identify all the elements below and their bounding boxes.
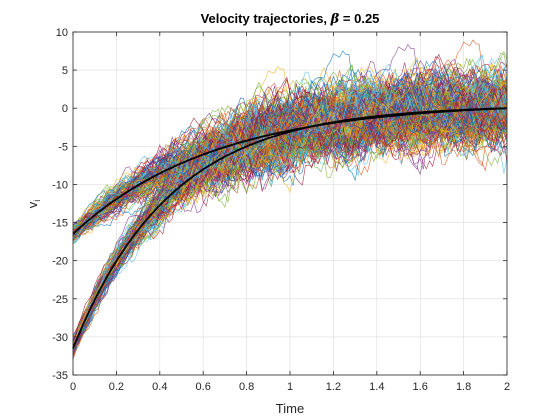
x-tick-label: 1 xyxy=(287,381,293,393)
x-tick-label: 0.8 xyxy=(239,381,254,393)
trajectory-line xyxy=(72,74,508,344)
y-axis-label-main: v xyxy=(25,201,40,208)
y-tick-label: -10 xyxy=(52,179,68,191)
trajectory-line xyxy=(72,80,508,349)
x-tick-label: 1.8 xyxy=(456,381,471,393)
x-tick-label: 1.6 xyxy=(413,381,428,393)
chart-title-prefix: Velocity trajectories, xyxy=(201,11,331,26)
y-tick-label: 0 xyxy=(62,103,68,115)
trajectory-line xyxy=(72,89,508,350)
chart-title-symbol: β xyxy=(330,12,340,27)
mean-lines xyxy=(72,107,508,349)
x-tick-label: 1.4 xyxy=(369,381,384,393)
y-axis-label-sub: i xyxy=(32,200,42,202)
y-tick-label: -15 xyxy=(52,218,68,230)
x-tick-label: 0.4 xyxy=(152,381,167,393)
x-tick-label: 0.6 xyxy=(196,381,211,393)
y-tick-label: 5 xyxy=(62,65,68,77)
trajectory-line xyxy=(72,81,508,350)
trajectory-line xyxy=(72,84,508,348)
chart-title: Velocity trajectories, β = 0.25 xyxy=(201,11,380,27)
x-axis: 0 0.2 0.4 0.6 0.8 1 1.2 1.4 1.6 1.8 2 xyxy=(70,32,510,393)
x-tick-label: 2 xyxy=(504,381,510,393)
y-tick-label: -25 xyxy=(52,294,68,306)
y-axis: -35 -30 -25 -20 -15 -10 -5 0 5 10 xyxy=(52,27,507,382)
trajectory-line xyxy=(72,89,508,357)
x-tick-label: 0.2 xyxy=(109,381,124,393)
y-tick-label: 10 xyxy=(56,27,68,39)
y-tick-label: -5 xyxy=(58,141,68,153)
chart-title-suffix: = 0.25 xyxy=(339,11,379,26)
mean-trajectory-line xyxy=(72,107,508,349)
trajectory-line xyxy=(72,83,508,343)
y-tick-label: -35 xyxy=(52,370,68,382)
x-axis-label: Time xyxy=(276,401,304,416)
x-tick-label: 0 xyxy=(70,381,76,393)
x-tick-label: 1.2 xyxy=(326,381,341,393)
y-tick-label: -30 xyxy=(52,332,68,344)
trajectory-line xyxy=(72,73,508,349)
y-axis-label: vi xyxy=(25,200,42,209)
y-tick-label: -20 xyxy=(52,256,68,268)
trajectories xyxy=(72,39,508,360)
